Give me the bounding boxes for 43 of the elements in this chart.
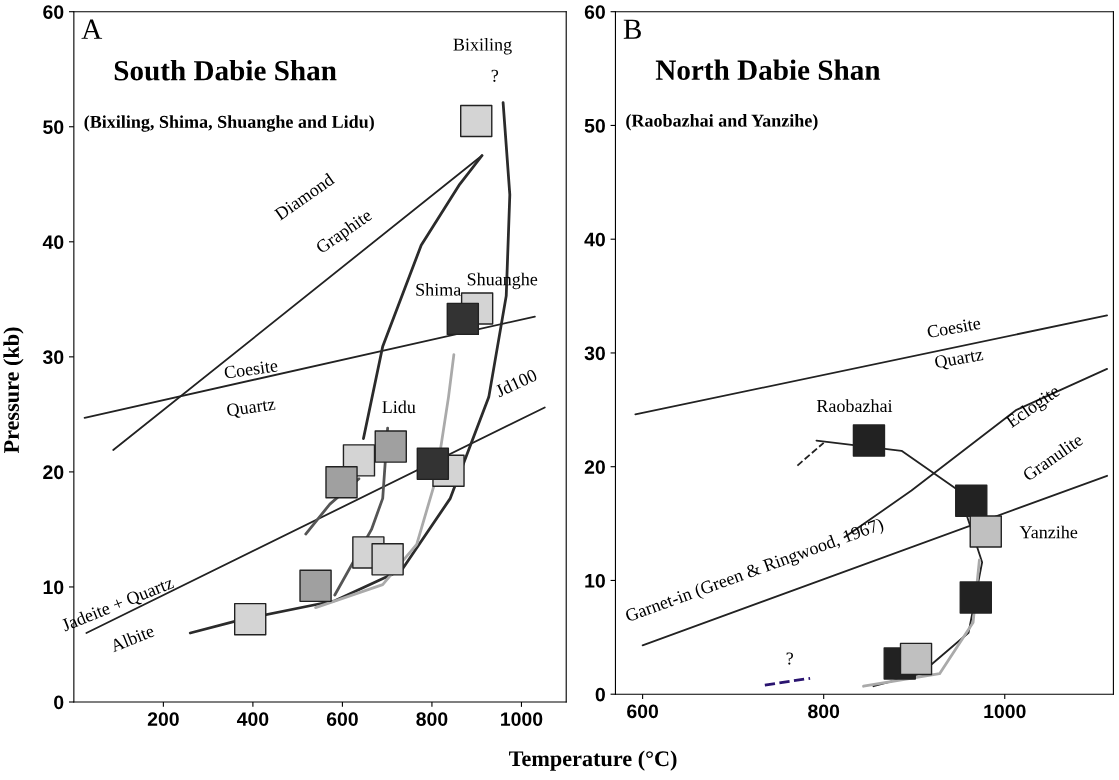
x-tick-label: 800 [416, 712, 448, 726]
annotation: B [623, 19, 641, 39]
y-tick-label: 10 [585, 573, 605, 588]
y-tick-label: 60 [584, 5, 605, 19]
x-tick-label: 600 [326, 712, 358, 726]
annotation: Lidu [382, 400, 416, 414]
y-tick-label: 50 [584, 118, 605, 133]
y-tick-label: 10 [43, 580, 64, 595]
y-tick-label: 30 [584, 346, 605, 361]
annotation: Jd100 [494, 368, 538, 398]
y-tick-label: 20 [43, 465, 64, 480]
y-axis-title: Pressure (kb) [3, 327, 24, 454]
x-tick-label: 800 [808, 704, 840, 719]
annotation: ? [786, 652, 793, 665]
y-tick-label: 40 [584, 232, 605, 247]
annotation: Quartz [934, 348, 984, 372]
text: (Bixiling, Shima, Shuanghe and Lidu) [84, 115, 374, 132]
annotation: A [81, 19, 103, 39]
y-tick-label: 0 [595, 687, 605, 702]
annotation: Yanzihe [1019, 525, 1078, 539]
text: (Raobazhai and Yanzihe) [626, 114, 818, 131]
x-tick-label: 400 [236, 712, 269, 726]
x-tick-label: 600 [627, 704, 659, 719]
y-tick-label: 0 [54, 695, 64, 710]
annotation: Raobazhai [816, 399, 893, 413]
annotation: Quartz [226, 397, 276, 420]
y-tick-label: 20 [584, 460, 605, 474]
x-tick-label: 1000 [501, 712, 543, 726]
y-tick-label: 30 [42, 350, 64, 365]
annotation: Albite [109, 624, 155, 653]
text: South Dabie Shan [114, 60, 337, 81]
annotation: Shima [416, 283, 462, 296]
annotation: Coesite [926, 316, 981, 339]
y-tick-label: 50 [43, 120, 64, 134]
x-tick-label: 1000 [984, 704, 1026, 719]
annotation: ? [491, 69, 499, 82]
y-tick-label: 60 [43, 5, 64, 19]
x-tick-label: 200 [147, 712, 179, 726]
y-tick-label: 40 [42, 235, 64, 250]
annotation: Coesite [223, 359, 278, 379]
annotation: Bixiling [453, 38, 512, 55]
x-axis-title: Temperature (°C) [509, 750, 677, 771]
text: North Dabie Shan [655, 59, 881, 80]
